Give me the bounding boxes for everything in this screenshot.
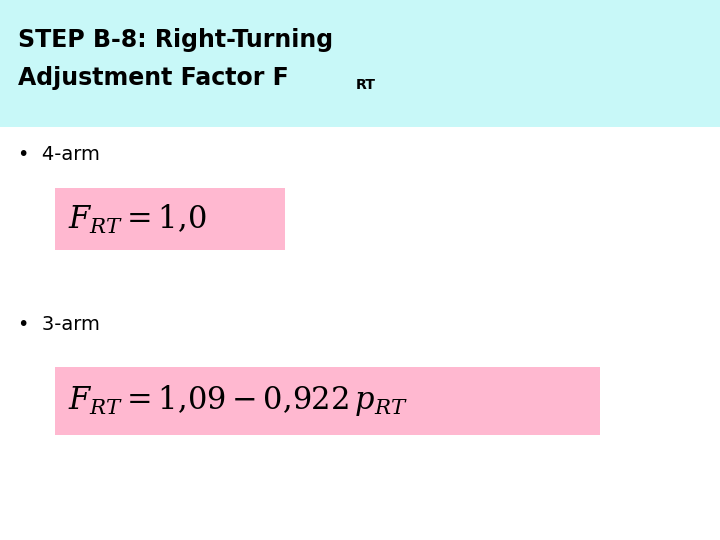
FancyBboxPatch shape: [0, 0, 720, 127]
Text: RT: RT: [356, 78, 376, 92]
Text: •  3-arm: • 3-arm: [18, 315, 100, 334]
FancyBboxPatch shape: [55, 367, 600, 435]
Text: $F_{RT} = 1{,}0$: $F_{RT} = 1{,}0$: [68, 202, 207, 235]
Text: $F_{RT} = 1{,}09 - 0{,}922\,p_{RT}$: $F_{RT} = 1{,}09 - 0{,}922\,p_{RT}$: [68, 383, 408, 418]
FancyBboxPatch shape: [55, 188, 285, 250]
Text: •  4-arm: • 4-arm: [18, 145, 100, 165]
Text: Adjustment Factor F: Adjustment Factor F: [18, 66, 289, 90]
Text: STEP B-8: Right-Turning: STEP B-8: Right-Turning: [18, 28, 333, 52]
